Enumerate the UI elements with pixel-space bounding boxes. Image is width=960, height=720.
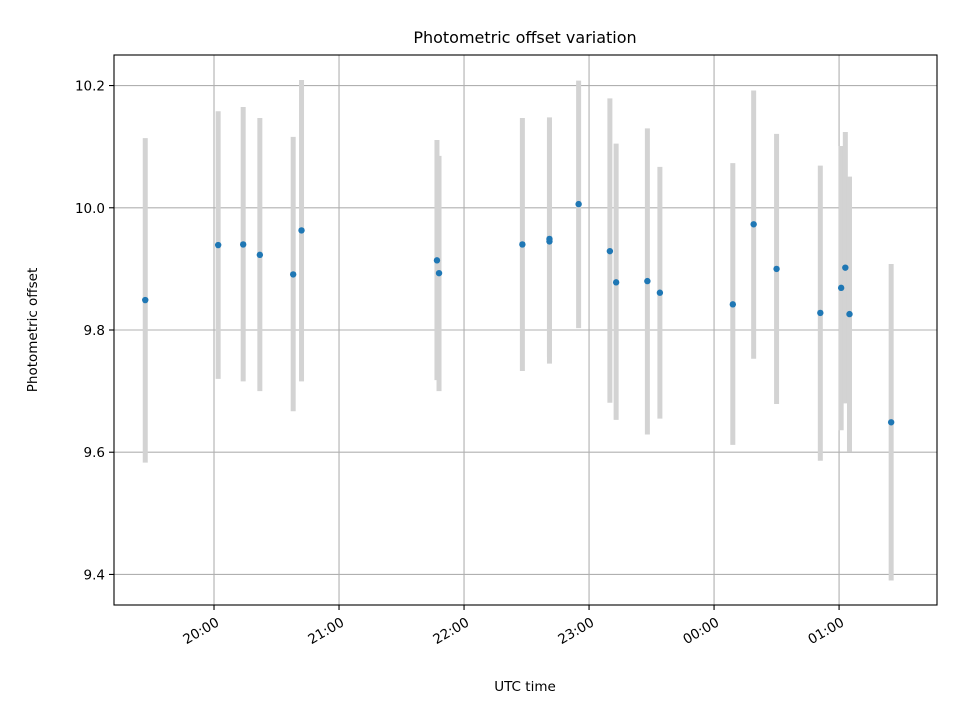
data-point — [575, 200, 582, 208]
grid — [114, 55, 937, 605]
data-point — [846, 310, 853, 318]
data-point — [729, 301, 737, 308]
data-point — [656, 289, 664, 296]
data-point — [644, 277, 651, 285]
x-axis-label: UTC time — [494, 679, 556, 695]
data-point — [239, 241, 247, 248]
x-tick-label: 23:00 — [555, 615, 597, 648]
y-axis-label: Photometric offset — [25, 268, 41, 392]
data-point — [817, 309, 824, 317]
data-point — [298, 227, 305, 234]
x-tick-label: 20:00 — [180, 615, 222, 648]
y-tick-label: 10.2 — [75, 79, 105, 95]
y-tick-label: 9.6 — [84, 445, 105, 461]
data-point — [837, 284, 845, 292]
y-tick-label: 9.4 — [84, 567, 105, 583]
x-tick-label: 22:00 — [430, 615, 472, 648]
data-point — [546, 235, 553, 243]
x-tick-label: 01:00 — [805, 615, 847, 648]
data-points — [142, 200, 895, 426]
y-axis-ticks: 9.4 9.6 9.8 10.0 10.2 — [75, 79, 114, 583]
data-point — [289, 271, 297, 278]
data-point — [887, 419, 895, 426]
data-point — [750, 221, 757, 228]
y-tick-label: 9.8 — [84, 323, 105, 339]
data-point — [606, 247, 614, 255]
chart-title: Photometric offset variation — [413, 28, 636, 47]
x-tick-label: 00:00 — [680, 615, 722, 648]
data-point — [612, 279, 620, 286]
y-tick-label: 10.0 — [75, 201, 105, 217]
data-point — [142, 296, 149, 304]
data-point — [433, 257, 441, 264]
data-point — [256, 251, 264, 259]
x-tick-label: 21:00 — [305, 615, 347, 648]
data-point — [435, 269, 443, 277]
data-point — [842, 264, 849, 271]
data-point — [773, 265, 780, 273]
data-point — [214, 241, 222, 249]
data-point — [519, 241, 526, 248]
x-axis-ticks: 20:00 21:00 22:00 23:00 00:00 01:00 — [180, 605, 847, 648]
